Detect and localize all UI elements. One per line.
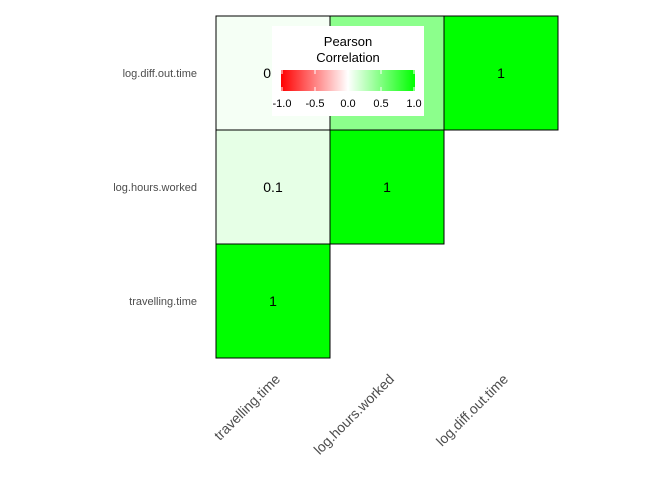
heatmap-cell-log.hours.worked-log.hours.worked: [329, 129, 445, 245]
y-axis-labels: travelling.time log.hours.worked log.diff.…: [113, 68, 197, 308]
legend-colorbar: [281, 70, 415, 91]
x-tick-label: log.diff.out.time: [433, 371, 511, 449]
legend-title-line2: Correlation: [316, 50, 380, 65]
y-tick-label: travelling.time: [129, 296, 197, 308]
legend-tick-label: 1.0: [406, 98, 421, 110]
legend: Pearson Correlation -1.0 -0.5 0.0 0.5 1.0: [272, 26, 424, 116]
x-tick-label: log.hours.worked: [310, 371, 397, 458]
cell-value-label: 1: [383, 179, 391, 195]
x-axis-labels: travelling.time log.hours.worked log.diff.…: [211, 371, 512, 458]
legend-tick-label: -0.5: [306, 98, 325, 110]
legend-ticks: -1.0 -0.5 0.0 0.5 1.0: [273, 70, 422, 110]
heatmap-cell-log.diff.out.time-log.diff.out.time: [443, 15, 559, 131]
heatmap-cell-travelling.time-log.hours.worked: [215, 129, 331, 245]
cell-value-label: 1: [497, 65, 505, 81]
legend-title-line1: Pearson: [324, 34, 372, 49]
legend-tick-label: -1.0: [273, 98, 292, 110]
legend-tick-label: 0.0: [340, 98, 355, 110]
cell-value-label: 0.1: [263, 179, 283, 195]
y-tick-label: log.hours.worked: [113, 182, 197, 194]
heatmap-cell-travelling.time-travelling.time: [215, 243, 331, 359]
y-tick-label: log.diff.out.time: [123, 68, 197, 80]
legend-tick-label: 0.5: [373, 98, 388, 110]
cell-value-label: 1: [269, 293, 277, 309]
x-tick-label: travelling.time: [211, 371, 284, 444]
